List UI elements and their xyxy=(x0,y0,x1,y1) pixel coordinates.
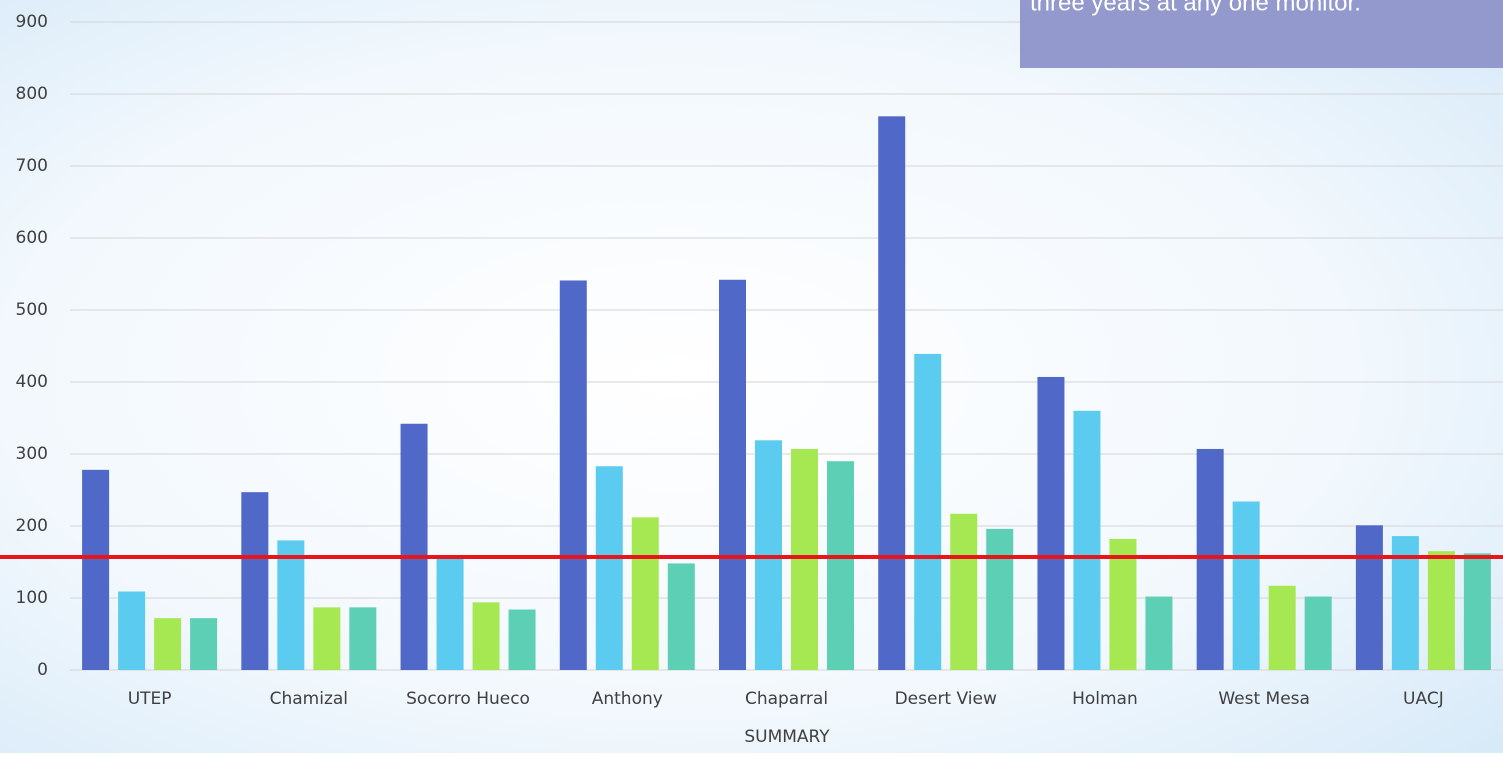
bar xyxy=(508,609,536,670)
bar xyxy=(349,607,377,670)
bar xyxy=(559,280,587,670)
bar xyxy=(154,618,182,670)
y-tick-label: 500 xyxy=(16,300,48,320)
x-tick-label: UACJ xyxy=(1403,689,1444,709)
x-tick-label: UTEP xyxy=(128,689,172,709)
bar xyxy=(1073,410,1101,670)
bar xyxy=(1268,585,1296,670)
y-tick-label: 0 xyxy=(37,660,48,680)
bar xyxy=(914,353,942,670)
bar xyxy=(791,448,818,670)
bar xyxy=(1463,553,1491,670)
bar xyxy=(1196,448,1224,670)
bar xyxy=(631,517,659,670)
x-tick-label: West Mesa xyxy=(1218,689,1310,709)
bar xyxy=(400,423,428,670)
y-tick-label: 700 xyxy=(16,156,48,176)
y-tick-label: 300 xyxy=(16,444,48,464)
x-tick-label: Chamizal xyxy=(270,689,348,709)
y-tick-label: 800 xyxy=(16,84,48,104)
x-axis-label: SUMMARY xyxy=(744,727,830,747)
annotation-box xyxy=(1020,0,1503,68)
y-tick-label: 200 xyxy=(16,516,48,536)
x-tick-label: Anthony xyxy=(592,689,663,709)
bar xyxy=(241,492,269,670)
bar xyxy=(1037,376,1065,670)
bar xyxy=(1427,551,1455,670)
bar xyxy=(827,461,854,670)
y-tick-label: 400 xyxy=(16,372,48,392)
bar xyxy=(472,602,500,670)
bar xyxy=(313,607,341,670)
y-tick-label: 600 xyxy=(16,228,48,248)
bar xyxy=(190,618,218,670)
bar xyxy=(1232,501,1260,670)
bar xyxy=(82,469,110,670)
bar xyxy=(667,563,695,670)
x-tick-label: Socorro Hueco xyxy=(406,689,530,709)
bar xyxy=(1145,596,1173,670)
bar xyxy=(277,540,305,670)
bar xyxy=(986,528,1014,670)
y-tick-label: 900 xyxy=(16,12,48,32)
bar xyxy=(595,466,623,670)
bar xyxy=(878,116,906,670)
x-tick-label: Holman xyxy=(1072,689,1138,709)
bar xyxy=(719,279,746,670)
bar xyxy=(950,513,978,670)
x-tick-label: Chaparral xyxy=(745,689,828,709)
x-tick-label: Desert View xyxy=(895,689,997,709)
bar xyxy=(1109,538,1137,670)
bar xyxy=(1304,596,1332,670)
y-tick-label: 100 xyxy=(16,588,48,608)
bar xyxy=(1355,525,1383,670)
bar xyxy=(118,591,146,670)
bar xyxy=(436,556,464,670)
annotation: three years at any one monitor. xyxy=(1030,0,1361,16)
